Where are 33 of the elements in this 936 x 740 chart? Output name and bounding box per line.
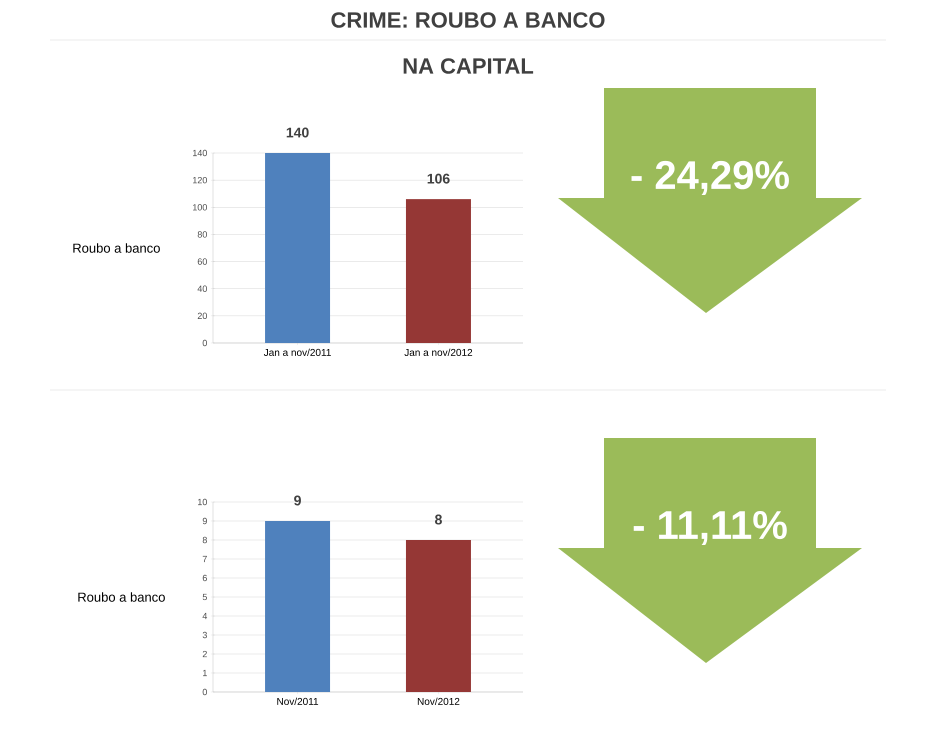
- y-tick-label: 6: [202, 574, 207, 582]
- x-tick-label: Jan a nov/2012: [404, 348, 472, 356]
- y-tick-label: 140: [193, 150, 207, 156]
- y-tick-label: 2: [202, 650, 207, 658]
- y-tick-label: 80: [198, 231, 207, 238]
- data-label: 106: [428, 174, 450, 184]
- x-tick-label: Nov/2012: [418, 698, 460, 706]
- y-tick-label: 3: [202, 632, 207, 638]
- y-tick-label: 20: [198, 312, 207, 320]
- y-axis-title: Roubo a banco: [73, 243, 160, 253]
- chart-subtitle: NA CAPITAL: [404, 58, 534, 74]
- x-tick-label: Nov/2011: [277, 698, 318, 706]
- y-tick-label: 7: [202, 556, 207, 562]
- y-tick-label: 1: [203, 670, 207, 676]
- text: - 11,11%: [634, 510, 787, 546]
- y-tick-label: 100: [193, 204, 207, 210]
- y-tick-label: 60: [198, 258, 207, 265]
- y-tick-label: 4: [202, 612, 208, 620]
- y-tick-label: 0: [202, 340, 207, 346]
- x-tick-label: Jan a nov/2011: [264, 348, 331, 356]
- y-tick-label: 8: [202, 536, 207, 544]
- data-label: 9: [294, 496, 301, 506]
- y-axis-title: Roubo a banco: [78, 592, 165, 602]
- y-tick-label: 9: [202, 518, 207, 524]
- y-tick-label: 0: [202, 688, 207, 696]
- y-tick-label: 10: [198, 498, 207, 506]
- y-tick-label: 40: [198, 286, 207, 292]
- y-tick-label: 120: [193, 176, 207, 184]
- data-label: 8: [435, 514, 442, 524]
- y-tick-label: 5: [202, 594, 207, 600]
- text: - 24,29%: [632, 160, 789, 196]
- chart-title: CRIME: ROUBO A BANCO: [331, 12, 605, 28]
- data-label: 140: [286, 128, 309, 138]
